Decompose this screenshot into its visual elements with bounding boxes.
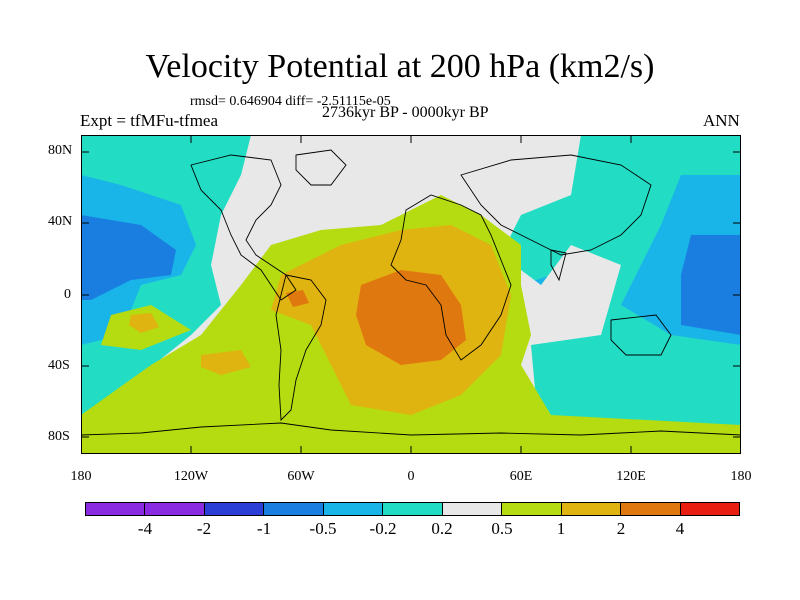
colorbar-label: -1 — [256, 519, 272, 538]
season-label: ANN — [703, 111, 740, 130]
contour-blue-west-pacific-core — [81, 215, 176, 300]
contour-orange-small-2 — [201, 350, 251, 375]
colorbar-label: 0.2 — [431, 519, 453, 538]
colorbar-segment — [680, 503, 739, 515]
axis-ticks — [81, 135, 741, 454]
contour-orange-small-1 — [129, 313, 159, 333]
contour-dark-orange — [356, 270, 466, 365]
colorbar-label: -4 — [137, 519, 153, 538]
lon-label-180w: 180 — [70, 469, 92, 484]
colorbar-label: 2 — [616, 519, 626, 538]
contour-dark-orange-small — [286, 290, 309, 307]
rmsd-stats: rmsd= 0.646904 diff= -2.51115e-05 — [190, 94, 391, 109]
lon-label-60w: 60W — [287, 469, 315, 484]
lon-label-60e: 60E — [509, 469, 533, 484]
lon-label-180e: 180 — [730, 469, 752, 484]
colorbar-label: 1 — [556, 519, 566, 538]
colorbar-segment — [502, 503, 562, 515]
lon-label-120e: 120E — [616, 469, 646, 484]
colorbar-segment — [204, 503, 265, 515]
plot-title: Velocity Potential at 200 hPa (km2/s) — [145, 48, 655, 85]
colorbar-segment — [621, 503, 681, 515]
lat-label-80s: 80S — [48, 429, 70, 444]
colorbar-label: -0.2 — [369, 519, 397, 538]
colorbar-segment — [383, 503, 443, 515]
lon-label-120w: 120W — [173, 469, 209, 484]
lat-label-40n: 40N — [48, 214, 73, 229]
contour-blue-east-pacific-core — [681, 235, 741, 335]
colorbar-label: -0.5 — [309, 519, 337, 538]
colorbar-label: -2 — [196, 519, 212, 538]
lat-label-0: 0 — [64, 287, 71, 302]
lat-label-80n: 80N — [48, 143, 73, 158]
experiment-label: Expt = tfMFu-tfmea — [80, 111, 219, 130]
colorbar-label: 0.5 — [491, 519, 513, 538]
map-panel — [81, 135, 741, 454]
colorbar-segment — [86, 503, 146, 515]
colorbar — [85, 502, 740, 516]
colorbar-segment — [323, 503, 384, 515]
colorbar-label: 4 — [675, 519, 685, 538]
colorbar-segment — [145, 503, 205, 515]
period-label: 2736kyr BP - 0000kyr BP — [322, 104, 489, 121]
colorbar-segment — [442, 503, 503, 515]
lat-label-40s: 40S — [48, 358, 70, 373]
colorbar-segment — [264, 503, 324, 515]
coastlines — [81, 149, 741, 436]
colorbar-segment — [561, 503, 622, 515]
lon-label-0: 0 — [407, 469, 415, 484]
